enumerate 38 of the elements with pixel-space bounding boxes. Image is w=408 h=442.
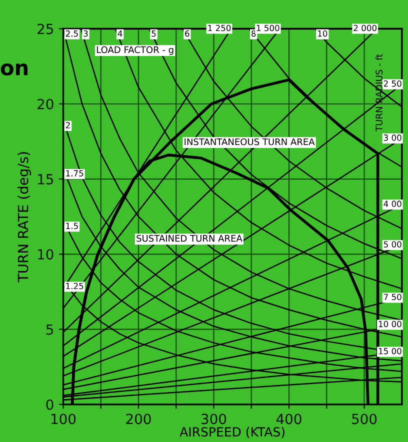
series-label: 4 [118,30,122,37]
series-label: 3 [84,30,88,37]
series-label: 7 50 [384,294,402,300]
x-tick-label: 400 [276,414,302,424]
series-label: 5 00 [384,241,402,248]
series-label: 1.25 [66,282,84,290]
x-axis-title: AIRSPEED (KTAS) [180,426,284,438]
y-tick-label: 10 [38,249,54,260]
series-label: 10 [318,30,328,37]
x-tick-label: 100 [52,414,76,424]
series-label: 1 250 [208,24,231,32]
annotation: LOAD FACTOR - g [96,46,174,55]
series-label: 15 00 [378,348,402,354]
series-label: 2.5 [66,30,78,37]
series-label: 2 [66,122,70,128]
x-tick-label: 200 [126,414,151,424]
series-label: 1 500 [256,24,280,32]
x-tick-label: 500 [352,414,377,424]
series-label: 5 [152,30,156,37]
y-tick-label: 15 [38,174,53,184]
x-tick-label: 300 [202,414,226,424]
series-label: 4 00 [384,200,402,207]
series-label: 1.5 [66,222,78,230]
series-label: 2 50 [384,80,402,87]
y-tick-label: 20 [38,98,54,110]
y-axis-title: TURN RATE (deg/s) [18,152,31,282]
series-label: 3 00 [384,134,402,141]
y-tick-label: 5 [46,324,53,335]
y-tick-label: 25 [38,24,53,34]
annotation: TURN RADIUS - ft [376,54,382,132]
series-label: 2 000 [354,24,376,32]
y-tick-label: 0 [46,399,54,410]
annotation: SUSTAINED TURN AREA [136,234,242,242]
series-label: 6 [185,30,190,37]
series-label: 10 00 [378,320,402,328]
text: on [0,63,28,76]
series-label: 1.75 [66,170,84,176]
annotation: INSTANTANEOUS TURN AREA [184,138,315,146]
